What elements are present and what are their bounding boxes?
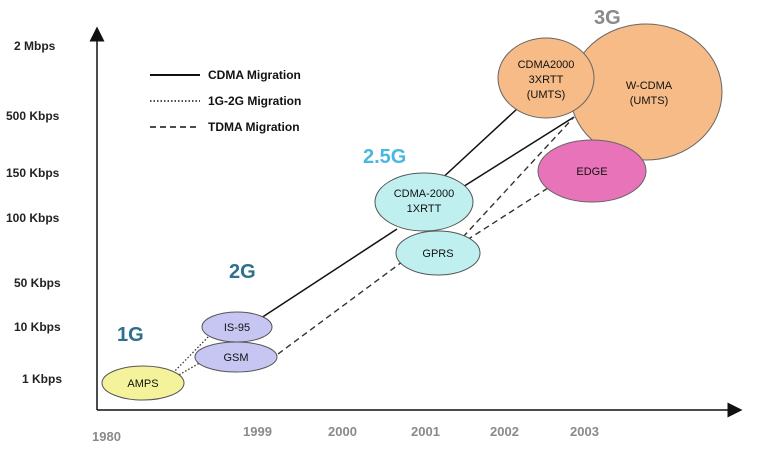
- node-wcdma: W-CDMA (UMTS): [569, 23, 723, 161]
- node-amps: AMPS: [101, 365, 185, 401]
- x-label-2002: 2002: [490, 424, 519, 439]
- gen-label-3g: 3G: [594, 7, 621, 29]
- node-gprs: GPRS: [395, 230, 481, 276]
- migration-gprs-wcdma: [462, 116, 575, 238]
- gen-label-1g: 1G: [117, 324, 144, 346]
- migration-cdma1x-cdma3x: [437, 107, 519, 183]
- node-cdma2000-3xrtt-shape: [497, 37, 595, 119]
- y-label-150kbps: 150 Kbps: [6, 166, 60, 180]
- node-cdma2000-1xrtt-label-line1: CDMA-2000: [394, 188, 455, 200]
- node-gsm-shape: [194, 341, 278, 373]
- node-cdma2000-3xrtt-label-line3: (UMTS): [527, 89, 566, 101]
- node-cdma2000-1xrtt-label-line2: 1XRTT: [407, 203, 442, 215]
- node-is95-label: IS-95: [224, 322, 250, 334]
- y-label-10kbps: 10 Kbps: [14, 320, 61, 334]
- y-label-1kbps: 1 Kbps: [22, 372, 62, 386]
- y-axis-labels: 2 Mbps 500 Kbps 150 Kbps 100 Kbps 50 Kbp…: [6, 39, 62, 386]
- node-cdma2000-1xrtt: CDMA-2000 1XRTT: [374, 172, 474, 232]
- node-cdma2000-1xrtt-shape: [374, 172, 474, 232]
- x-label-2001: 2001: [411, 424, 440, 439]
- y-label-100kbps: 100 Kbps: [6, 211, 60, 225]
- legend: CDMA Migration 1G-2G Migration TDMA Migr…: [150, 68, 301, 134]
- node-wcdma-label-line1: W-CDMA: [626, 80, 673, 92]
- node-amps-shape: [101, 365, 185, 401]
- node-edge-shape: [537, 139, 647, 203]
- node-edge: EDGE: [537, 139, 647, 203]
- migration-gsm-gprs: [277, 261, 403, 355]
- node-gprs-label: GPRS: [422, 248, 453, 260]
- node-amps-label: AMPS: [127, 378, 158, 390]
- migration-is95-cdma1x: [257, 228, 398, 321]
- y-label-50kbps: 50 Kbps: [14, 276, 61, 290]
- migration-gprs-edge: [466, 187, 549, 241]
- node-cdma2000-3xrtt: CDMA2000 3XRTT (UMTS): [497, 37, 595, 119]
- y-label-500kbps: 500 Kbps: [6, 109, 60, 123]
- node-cdma2000-3xrtt-label-line1: CDMA2000: [518, 59, 575, 71]
- gen-label-25g: 2.5G: [363, 146, 406, 168]
- node-gprs-shape: [395, 230, 481, 276]
- legend-label-1g2g: 1G-2G Migration: [208, 94, 301, 108]
- x-label-2000: 2000: [328, 424, 357, 439]
- x-axis-labels: 1980 1999 2000 2001 2002 2003: [92, 424, 599, 444]
- migration-lines: [167, 107, 575, 381]
- gen-label-2g: 2G: [229, 261, 256, 283]
- x-label-1999: 1999: [243, 424, 272, 439]
- migration-amps-is95: [167, 334, 211, 379]
- x-label-2003: 2003: [570, 424, 599, 439]
- y-label-2mbps: 2 Mbps: [14, 39, 56, 53]
- x-label-1980: 1980: [92, 429, 121, 444]
- node-gsm-label: GSM: [223, 352, 248, 364]
- legend-label-tdma: TDMA Migration: [208, 120, 300, 134]
- node-wcdma-label-line2: (UMTS): [630, 95, 669, 107]
- node-gsm: GSM: [194, 341, 278, 373]
- migration-cdma1x-wcdma: [457, 116, 575, 191]
- node-is95: IS-95: [201, 311, 273, 343]
- node-edge-label: EDGE: [576, 166, 607, 178]
- legend-label-cdma: CDMA Migration: [208, 68, 301, 82]
- node-cdma2000-3xrtt-label-line2: 3XRTT: [529, 74, 564, 86]
